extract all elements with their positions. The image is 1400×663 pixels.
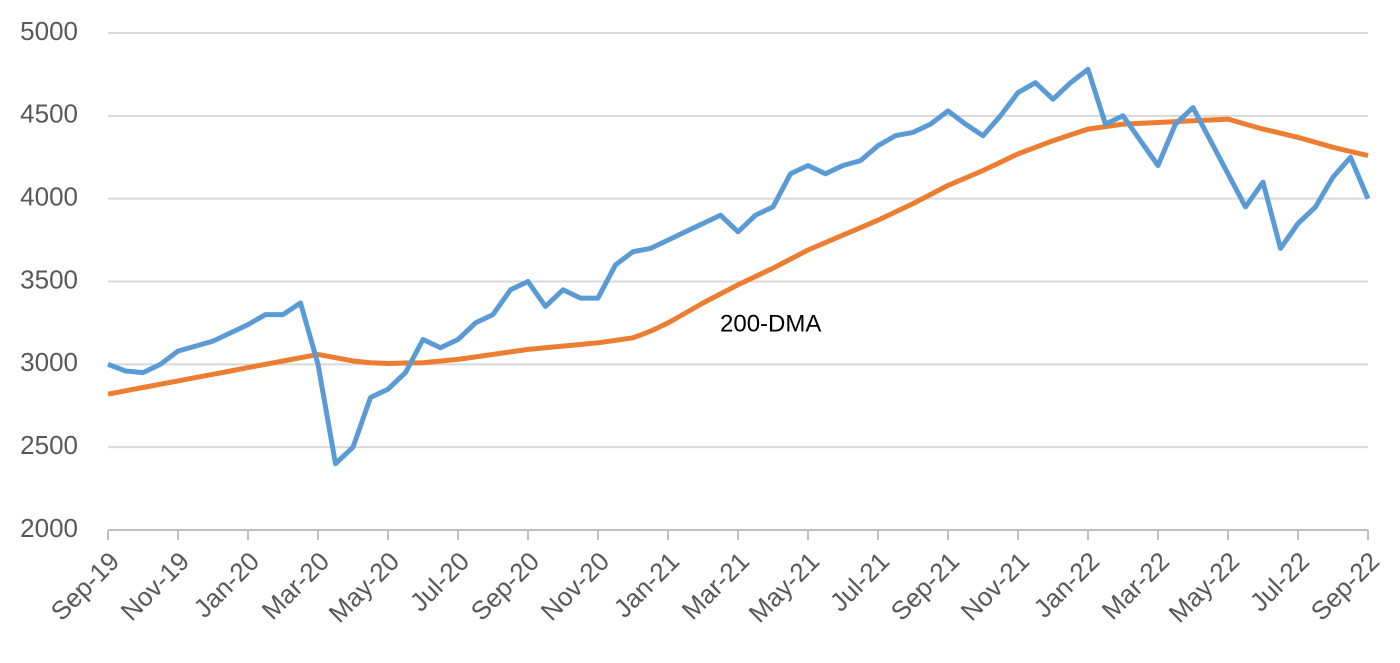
plot: 2000 2500 3000 3500 4000 4500 5000 Sep-19Nov-19… bbox=[20, 16, 1385, 629]
x-tick-label: May-22 bbox=[1163, 546, 1246, 629]
x-tick-label: Jan-22 bbox=[1028, 546, 1105, 623]
x-tick-label: Mar-21 bbox=[676, 546, 755, 625]
y-tick-label: 2500 bbox=[20, 430, 78, 460]
x-tick-label: Jul-20 bbox=[404, 546, 475, 617]
y-tick-label: 2000 bbox=[20, 513, 78, 543]
series-line bbox=[107, 116, 1369, 397]
x-tick-label: Jul-22 bbox=[1244, 546, 1315, 617]
y-tick-label: 4000 bbox=[20, 182, 78, 212]
x-tick-label: Sep-22 bbox=[1305, 546, 1385, 626]
y-tick-label: 5000 bbox=[20, 16, 78, 46]
x-tick-label: Nov-20 bbox=[535, 546, 615, 626]
x-tick-label: May-20 bbox=[323, 546, 406, 629]
y-tick-label: 3000 bbox=[20, 347, 78, 377]
x-tick-label: Sep-21 bbox=[885, 546, 965, 626]
x-tick-label: Jan-20 bbox=[188, 546, 265, 623]
x-tick-label: Nov-19 bbox=[115, 546, 195, 626]
y-tick-label: 3500 bbox=[20, 264, 78, 294]
series-line bbox=[107, 66, 1371, 467]
x-tick-label: Jan-21 bbox=[608, 546, 685, 623]
x-tick-label: Sep-20 bbox=[465, 546, 545, 626]
x-tick-label: Sep-19 bbox=[45, 546, 125, 626]
x-tick-label: Jul-21 bbox=[824, 546, 895, 617]
x-tick-label: Mar-22 bbox=[1096, 546, 1175, 625]
x-tick-label: May-21 bbox=[743, 546, 826, 629]
x-tick-label: Mar-20 bbox=[256, 546, 335, 625]
y-tick-label: 4500 bbox=[20, 99, 78, 129]
annotation: 200-DMA bbox=[720, 310, 821, 337]
x-tick-label: Nov-21 bbox=[955, 546, 1035, 626]
